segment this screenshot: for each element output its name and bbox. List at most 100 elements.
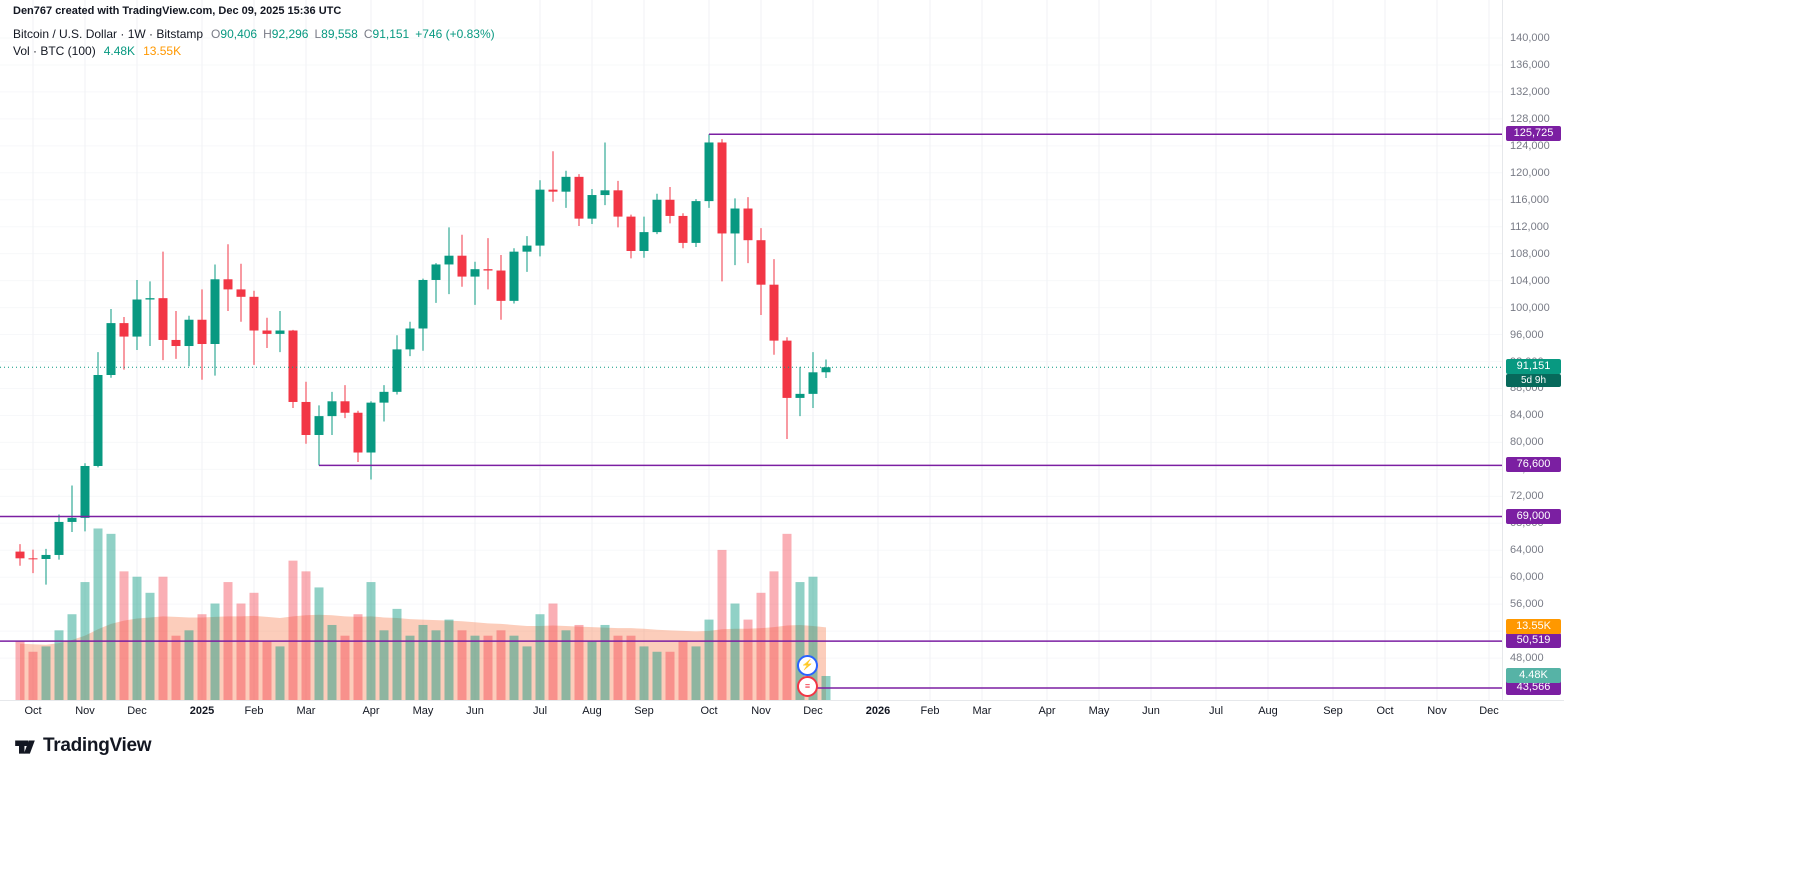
candle-body (119, 323, 129, 337)
price-tick-label: 120,000 (1510, 166, 1550, 179)
time-tick-label: Nov (751, 705, 771, 717)
candle-body (431, 264, 441, 280)
time-tick-label: Aug (1258, 705, 1278, 717)
candle-body (158, 298, 168, 340)
candle-body (366, 402, 376, 453)
legend-symbol-row: Bitcoin / U.S. Dollar · 1W · Bitstamp O9… (13, 25, 495, 42)
volume-bar (236, 603, 246, 700)
volume-bar (262, 641, 272, 700)
volume-bar (54, 630, 64, 700)
volume-ma-axis-label: 13.55K (1506, 619, 1561, 635)
lightning-marker-icon[interactable]: ⚡ (797, 655, 818, 676)
volume-bar (626, 635, 636, 700)
volume-bar (210, 603, 220, 700)
time-tick-label: Apr (1038, 705, 1056, 717)
level-price-label: 69,000 (1506, 508, 1561, 524)
volume-ma-area (20, 614, 826, 700)
price-tick-label: 60,000 (1510, 571, 1544, 584)
candle-body (67, 517, 77, 522)
time-tick-label: Apr (362, 705, 380, 717)
time-tick-label: 2026 (865, 705, 891, 717)
time-tick-label: Jun (1142, 705, 1160, 717)
volume-bar (132, 576, 142, 700)
volume-bar (522, 646, 532, 700)
low-value: 89,558 (321, 26, 358, 41)
candle-body (444, 255, 454, 265)
candle-body (704, 142, 714, 202)
price-tick-label: 112,000 (1510, 220, 1549, 233)
no-entry-marker-icon[interactable]: ≡ (797, 676, 818, 697)
volume-bar (782, 533, 792, 700)
candle-body (769, 284, 779, 341)
candle-body (340, 401, 350, 413)
price-tick-label: 72,000 (1510, 490, 1544, 503)
volume-bar (613, 635, 623, 700)
candle-body (54, 521, 64, 555)
candle-body (626, 216, 636, 251)
price-tick-label: 140,000 (1510, 32, 1550, 44)
candle-body (795, 393, 805, 398)
open-value: 90,406 (220, 26, 258, 41)
volume-bar (379, 630, 389, 700)
volume-indicator-title[interactable]: Vol · BTC (100) (13, 43, 96, 58)
volume-bar (106, 533, 116, 700)
candle-body (821, 367, 831, 373)
price-chart-pane[interactable] (0, 0, 1793, 722)
volume-bar (119, 571, 129, 700)
open-letter: O (211, 26, 221, 41)
symbol-title[interactable]: Bitcoin / U.S. Dollar · 1W · Bitstamp (13, 26, 204, 41)
tradingview-logo-text: TradingView (43, 735, 152, 756)
volume-bar (145, 592, 155, 700)
candle-body (639, 232, 649, 251)
volume-bar (353, 614, 363, 700)
volume-bar (15, 641, 25, 700)
time-axis[interactable]: Oct Nov Dec 2025 Feb Mar Apr May Jun Jul Aug Sep Oct… (0, 700, 1564, 723)
time-tick-label: 2025 (189, 705, 215, 717)
volume-bar (93, 528, 103, 700)
candle-body (392, 349, 402, 392)
price-tick-label: 48,000 (1510, 652, 1544, 665)
candle-body (28, 558, 38, 560)
volume-bar (171, 635, 181, 700)
candle-body (678, 215, 688, 243)
candle-body (145, 298, 155, 300)
candle-body (106, 323, 116, 375)
time-tick-label: Nov (75, 705, 95, 717)
ohlc-low: L89,558 (314, 27, 357, 41)
price-axis[interactable]: 140,000 136,000 132,000 128,000 124,000 120,0… (1502, 0, 1565, 722)
ohlc-open: O90,406 (211, 27, 257, 41)
price-tick-label: 84,000 (1510, 409, 1544, 422)
time-tick-label: Feb (244, 705, 264, 717)
candle-body (379, 391, 389, 403)
candle-body (574, 176, 584, 219)
candle-body (457, 255, 467, 277)
ohlc-high: H92,296 (263, 27, 308, 41)
volume-bar (496, 630, 506, 700)
volume-bar (418, 624, 428, 700)
tradingview-logo-icon (15, 740, 35, 754)
candle-body (171, 339, 181, 347)
candle-body (353, 412, 363, 453)
tradingview-logo[interactable]: TradingView (13, 734, 152, 758)
volume-bar (730, 603, 740, 700)
price-tick-label: 80,000 (1510, 436, 1544, 449)
price-tick-label: 128,000 (1510, 112, 1550, 125)
time-tick-label: Dec (803, 705, 823, 717)
candle-body (483, 269, 493, 271)
candle-body (509, 251, 519, 301)
candle-body (132, 299, 142, 337)
price-tick-label: 56,000 (1510, 598, 1544, 611)
volume-bar (392, 608, 402, 700)
time-tick-label: Dec (1479, 705, 1499, 717)
volume-bar (717, 549, 727, 700)
volume-bar (41, 646, 51, 700)
time-tick-label: Oct (24, 705, 42, 717)
volume-bar (808, 576, 818, 700)
volume-bar (470, 635, 480, 700)
candle-body (93, 375, 103, 466)
volume-bar (327, 624, 337, 700)
volume-current-value: 4.48K (103, 43, 136, 58)
candle-body (561, 176, 571, 192)
price-tick-label: 124,000 (1510, 139, 1550, 152)
